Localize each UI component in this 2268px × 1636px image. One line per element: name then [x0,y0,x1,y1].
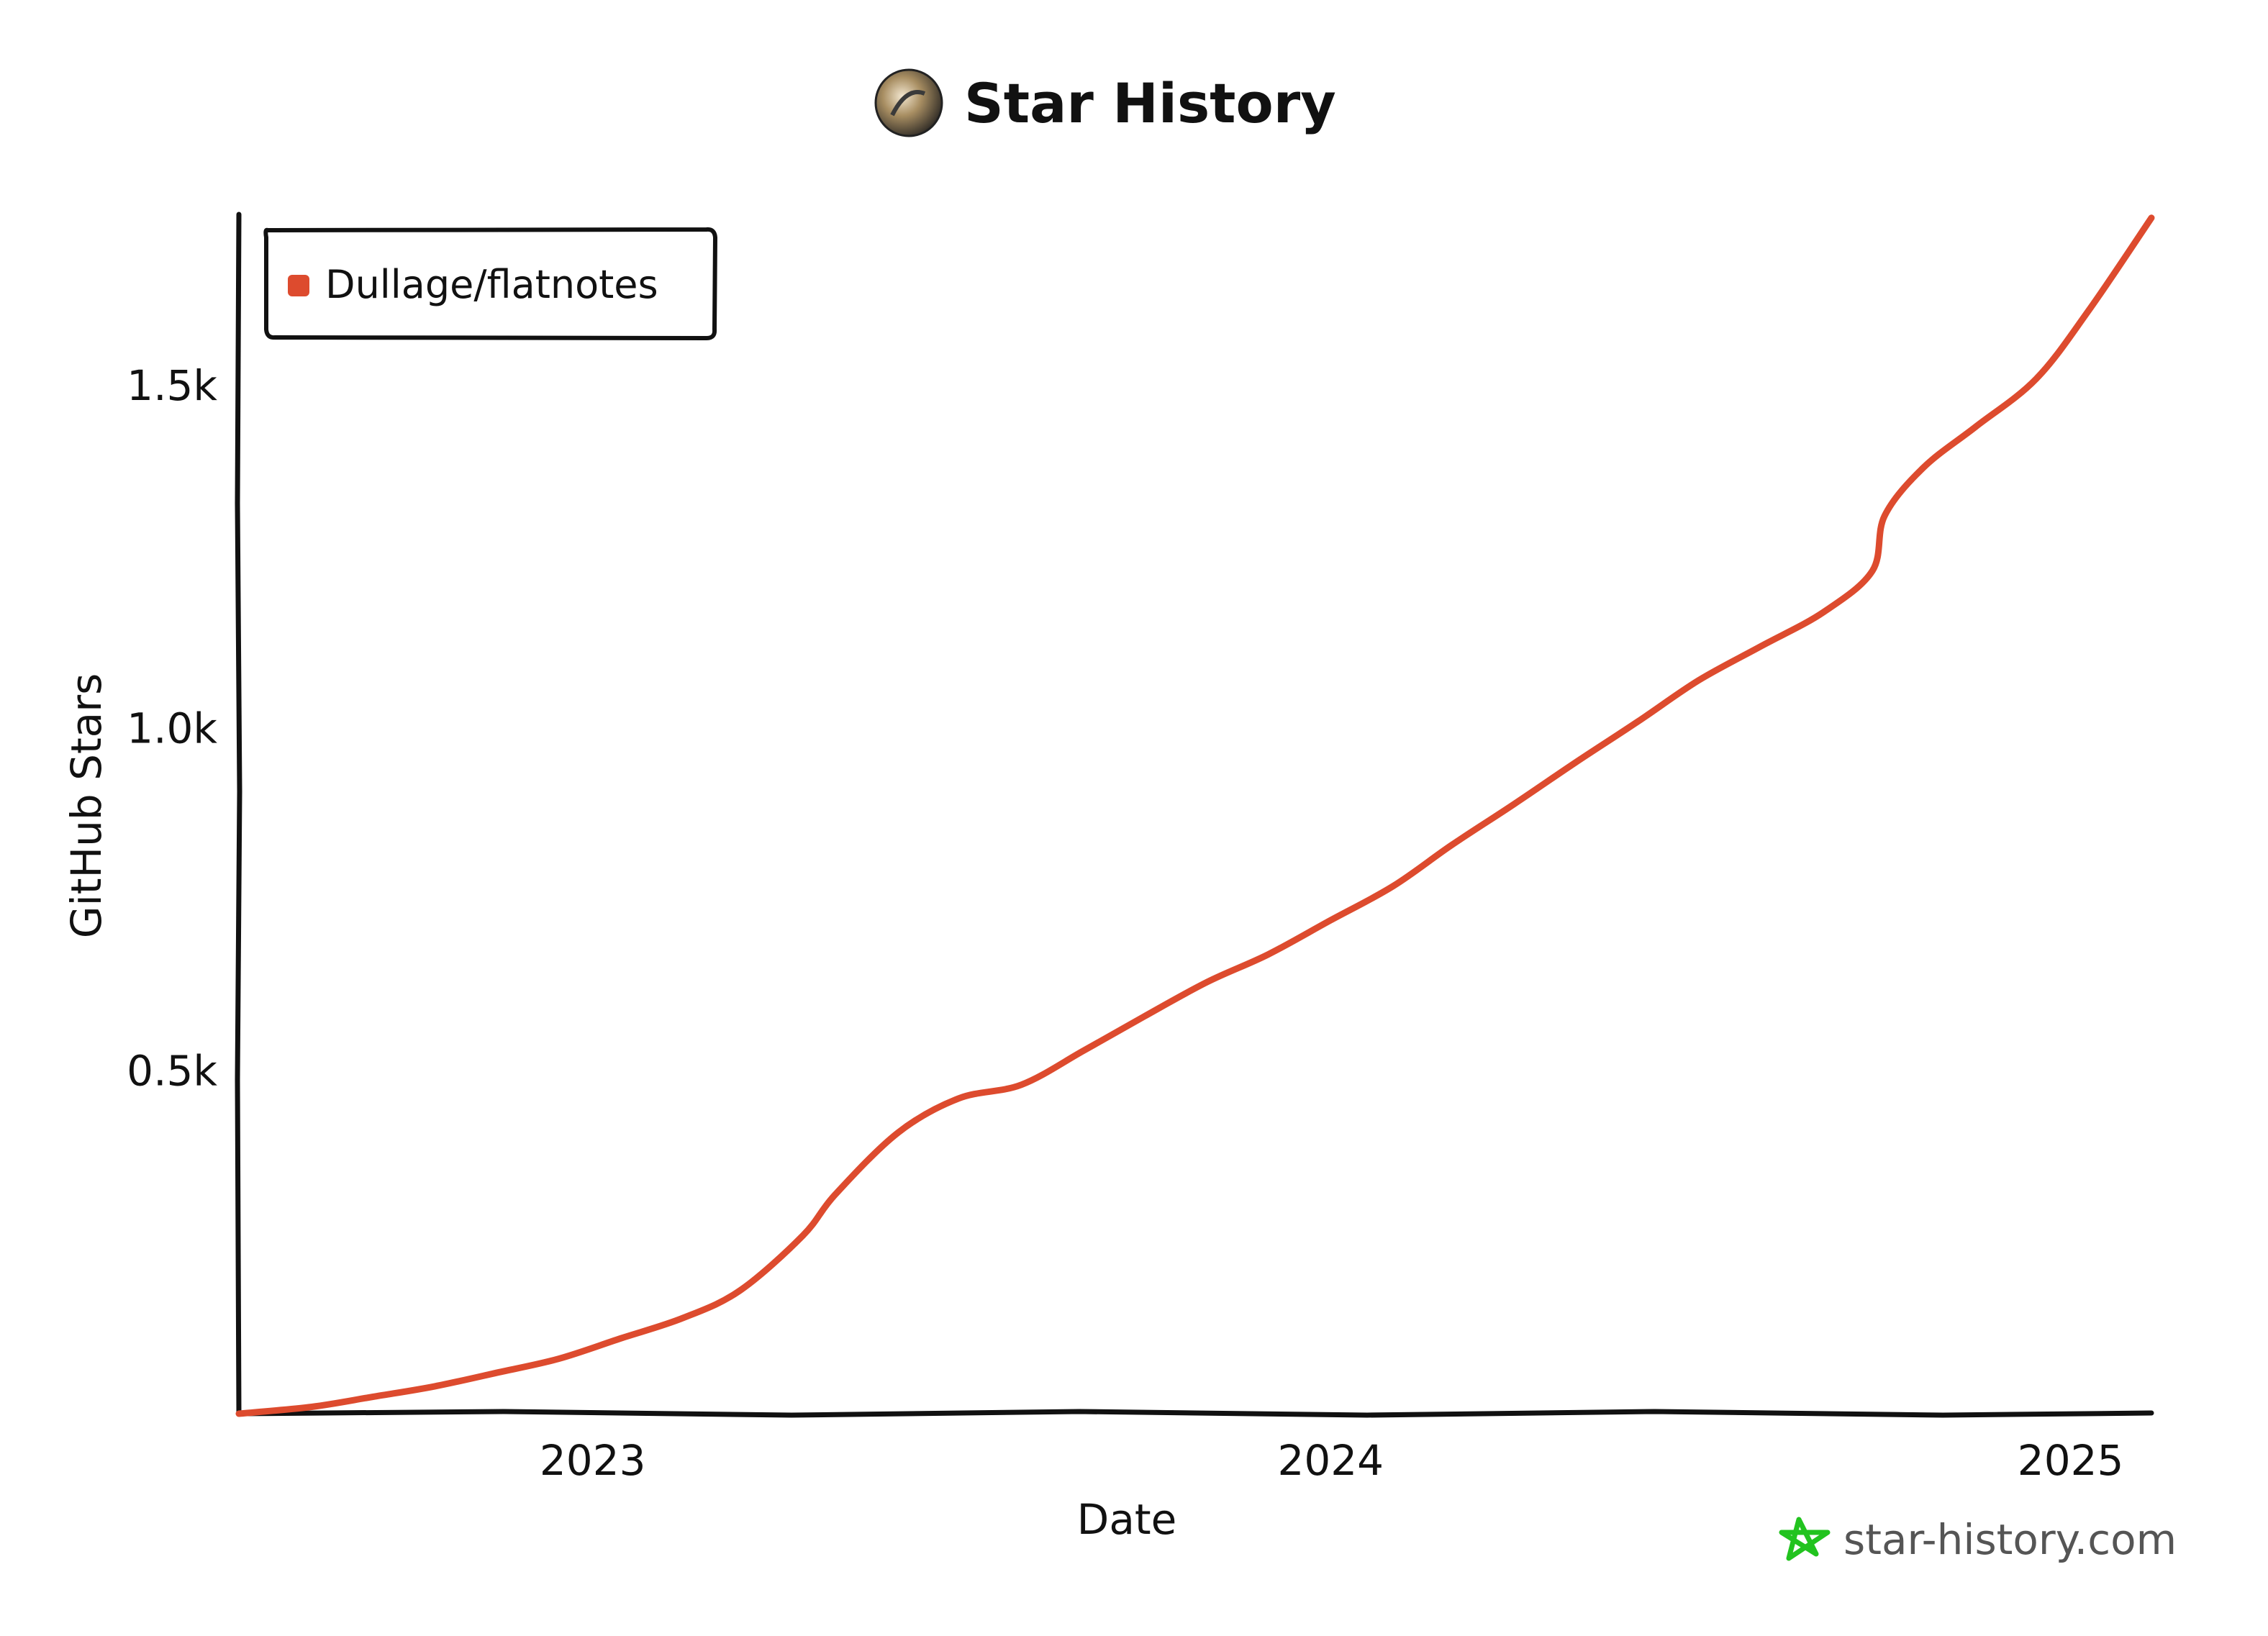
x-axis-line [236,1409,2154,1418]
chart-title: Star History [964,71,1336,135]
y-ticks: 0.5k 1.0k 1.5k [127,361,217,1096]
legend: Dullage/flatnotes [263,227,718,341]
x-tick-label: 2023 [540,1436,646,1485]
y-tick-label: 1.5k [127,361,217,410]
legend-swatch [288,275,309,296]
x-tick-label: 2025 [2018,1436,2124,1485]
chart-title-group: Star History [874,68,1336,137]
legend-label: Dullage/flatnotes [325,262,658,307]
y-tick-label: 0.5k [127,1047,217,1096]
axes [235,212,2154,1418]
watermark: star-history.com [1779,1515,2177,1564]
series-line [235,214,2155,1417]
star-history-logo-icon [1779,1517,1831,1561]
y-tick-label: 1.0k [127,704,217,753]
x-axis-title: Date [1077,1495,1177,1544]
y-axis-line [235,212,242,1417]
x-ticks: 2023 2024 2025 [540,1436,2124,1485]
watermark-text: star-history.com [1843,1515,2177,1564]
y-axis-title: GitHub Stars [62,673,111,939]
x-tick-label: 2024 [1277,1436,1384,1485]
avatar-icon [874,68,943,137]
legend-box [263,227,718,341]
